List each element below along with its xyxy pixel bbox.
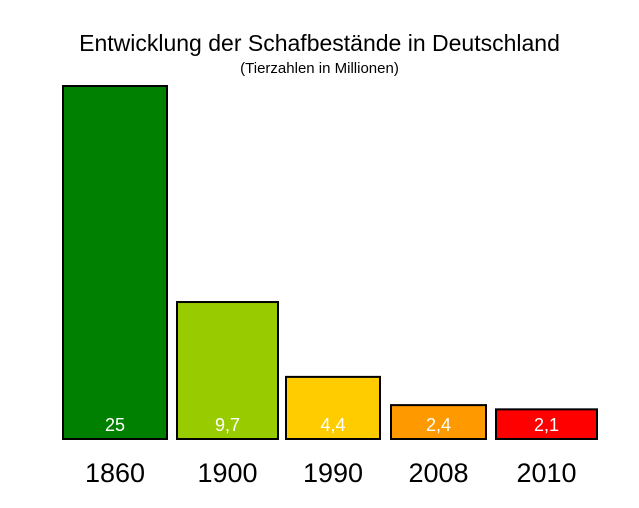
bar-2010 [495, 408, 598, 440]
bar-1990 [285, 375, 381, 441]
chart-title: Entwicklung der Schafbestände in Deutsch… [79, 30, 560, 56]
x-tick-label-2010: 2010 [516, 458, 576, 488]
bar-value-label-1990: 4,4 [320, 415, 345, 435]
bar-value-label-1900: 9,7 [215, 415, 240, 435]
bar-1900 [176, 301, 279, 441]
x-tick-label-1900: 1900 [197, 458, 257, 488]
bars-group [62, 85, 598, 441]
tick-labels-group: 1860 1900 1990 2008 2010 [85, 458, 577, 488]
x-tick-label-2008: 2008 [408, 458, 468, 488]
x-tick-label-1860: 1860 [85, 458, 145, 488]
bar-1860 [62, 85, 168, 440]
bar-value-label-1860: 25 [105, 415, 125, 435]
bar-labels-group: 25 9,7 4,4 2,4 2,1 [105, 415, 559, 435]
bar-2008 [390, 404, 487, 440]
x-tick-label-1990: 1990 [303, 458, 363, 488]
bar-value-label-2010: 2,1 [534, 415, 559, 435]
bar-value-label-2008: 2,4 [426, 415, 451, 435]
chart-subtitle: (Tierzahlen in Millionen) [240, 60, 399, 77]
